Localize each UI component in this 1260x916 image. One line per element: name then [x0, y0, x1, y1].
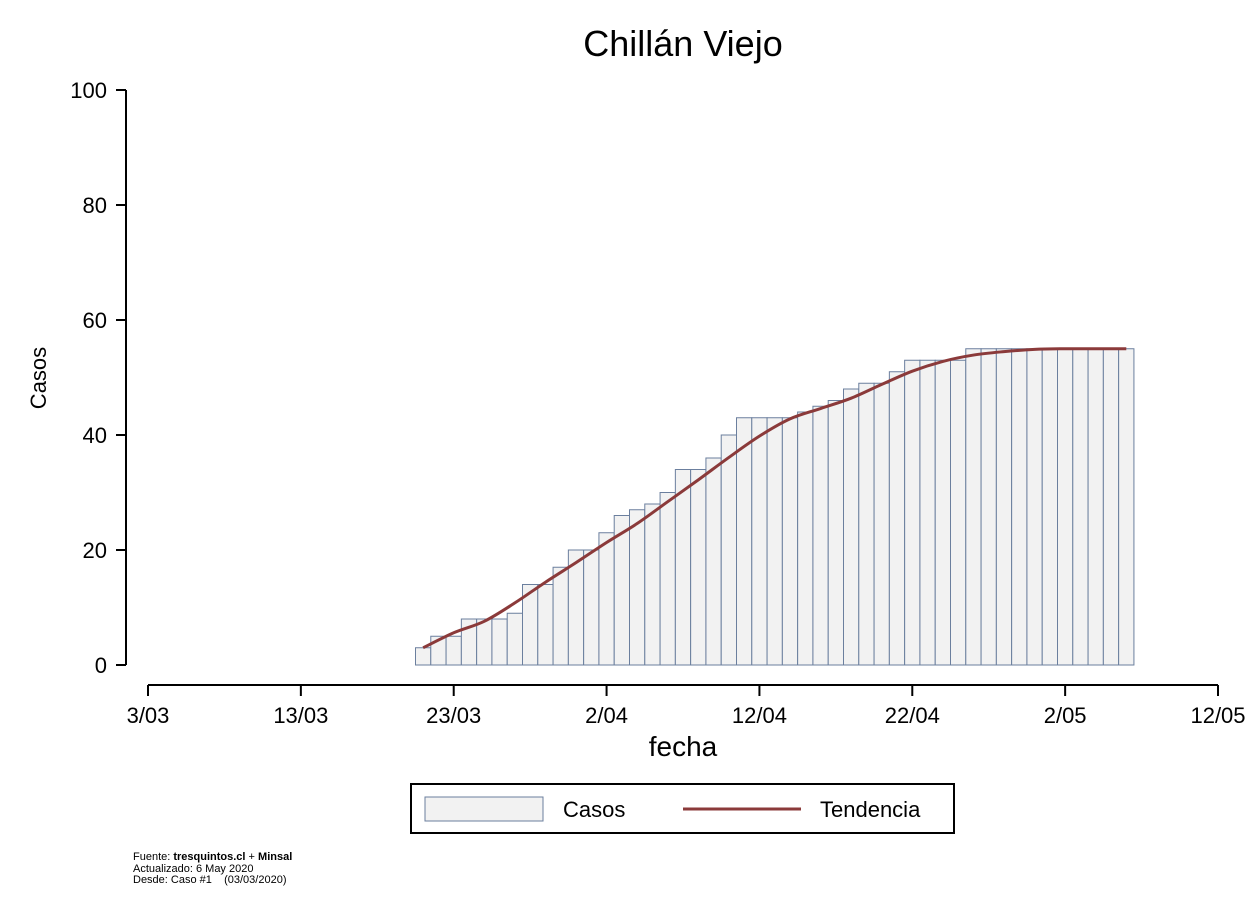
bar [690, 469, 707, 666]
bar [858, 382, 875, 666]
chart-title: Chillán Viejo [583, 23, 782, 64]
y-tick-label: 40 [83, 423, 107, 448]
y-tick-label: 80 [83, 193, 107, 218]
legend: Casos Tendencia [410, 783, 955, 834]
x-tick-label: 2/05 [1044, 703, 1087, 728]
footer-since: Desde: Caso #1 (03/03/2020) [133, 874, 287, 886]
y-axis: 0 20 40 60 80 100 [70, 78, 127, 678]
y-tick-label: 100 [70, 78, 107, 103]
bar [965, 348, 982, 666]
bar [537, 584, 554, 666]
bar [797, 411, 814, 666]
bar [674, 469, 692, 666]
bar [415, 647, 432, 666]
bar [1026, 348, 1043, 666]
x-tick-label: 12/04 [732, 703, 787, 728]
bar [904, 359, 921, 666]
bar [583, 549, 600, 666]
legend-label-casos: Casos [563, 797, 625, 822]
bar [644, 503, 661, 666]
x-tick-label: 23/03 [426, 703, 481, 728]
footer-source-line: Fuente: tresquintos.cl + Minsal [133, 851, 293, 864]
y-axis-label: Casos [26, 347, 51, 409]
x-tick-label: 13/03 [273, 703, 328, 728]
source-footer: Fuente: tresquintos.cl + Minsal Actualiz… [133, 851, 293, 887]
bar [1057, 348, 1074, 666]
bar [1118, 348, 1135, 666]
bar [720, 434, 738, 666]
bar [781, 417, 799, 666]
bar [766, 417, 783, 666]
footer-source-prefix: Fuente: [133, 851, 174, 863]
bar [659, 492, 676, 666]
x-tick-label: 2/04 [585, 703, 628, 728]
bar [1072, 348, 1089, 666]
footer-source-minsal: Minsal [258, 851, 293, 863]
bar [629, 509, 646, 666]
bar [873, 382, 890, 666]
bar [995, 348, 1013, 666]
bar [919, 359, 936, 666]
x-tick-label: 3/03 [127, 703, 170, 728]
bar [1087, 348, 1104, 666]
bar [1041, 348, 1058, 666]
legend-swatch-casos [424, 796, 544, 822]
y-tick-label: 20 [83, 538, 107, 563]
bar [476, 618, 493, 666]
y-tick-label: 60 [83, 308, 107, 333]
bar [1102, 348, 1120, 666]
bar [827, 400, 845, 666]
bar [736, 417, 753, 666]
bar [491, 618, 508, 666]
bar [552, 566, 569, 666]
x-tick-label: 12/05 [1190, 703, 1245, 728]
bar [950, 359, 967, 666]
x-axis: 3/03 13/03 23/03 2/04 12/04 22/04 2/05 12/05 [127, 684, 1246, 728]
y-tick-label: 0 [95, 653, 107, 678]
footer-source-site: tresquintos.cl [173, 851, 246, 863]
bar [980, 348, 997, 666]
trend-line [422, 347, 1127, 650]
footer-updated: Actualizado: 6 May 2020 [133, 862, 254, 875]
bar [843, 388, 860, 666]
bar [705, 457, 722, 666]
legend-label-tendencia: Tendencia [820, 797, 921, 822]
bar [506, 612, 524, 666]
x-axis-label: fecha [649, 731, 718, 762]
bar [888, 371, 906, 666]
bar [445, 635, 462, 666]
x-tick-label: 22/04 [885, 703, 940, 728]
bars-series [415, 348, 1135, 666]
bar [598, 532, 615, 666]
footer-source-plus: + [245, 851, 259, 863]
bar [1011, 348, 1028, 666]
bar [812, 405, 829, 666]
trend-series [422, 347, 1127, 650]
bar [934, 359, 952, 666]
bar [751, 417, 768, 666]
